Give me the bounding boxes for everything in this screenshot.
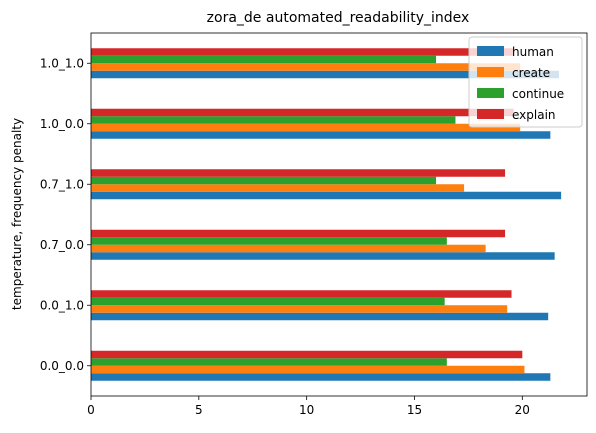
bar-human-0.0_0.0	[91, 373, 551, 381]
y-tick-label: 0.7_1.0	[40, 177, 84, 191]
y-tick-label: 0.0_1.0	[40, 298, 84, 312]
bar-explain-1.0_1.0	[91, 48, 514, 56]
ticks-layer: 0.0_0.0 0.0_1.0 0.7_0.0 0.7_1.0 1.0_0.0 1.0_1…	[40, 56, 530, 417]
legend-swatch-continue	[477, 88, 504, 98]
bar-human-0.0_1.0	[91, 312, 549, 321]
legend-label-continue: continue	[512, 87, 564, 101]
legend-label-explain: explain	[512, 108, 556, 122]
y-axis-label: temperature, frequency penalty	[10, 118, 24, 310]
bar-continue-1.0_0.0	[91, 116, 456, 124]
bar-create-0.7_1.0	[91, 184, 465, 192]
x-tick-label: 20	[515, 403, 530, 417]
bar-human-0.7_1.0	[91, 191, 562, 200]
bar-create-0.0_1.0	[91, 305, 508, 313]
bar-explain-0.7_1.0	[91, 169, 506, 177]
bar-human-1.0_1.0	[91, 70, 559, 79]
y-tick-label: 1.0_1.0	[40, 56, 84, 70]
x-tick-label: 10	[299, 403, 314, 417]
bar-continue-0.7_1.0	[91, 176, 437, 185]
y-tick-label: 0.7_0.0	[40, 238, 84, 252]
chart-title: zora_de automated_readability_index	[207, 10, 470, 26]
legend-frame	[468, 36, 583, 128]
bar-explain-0.0_1.0	[91, 290, 512, 298]
bar-explain-0.0_0.0	[91, 350, 523, 359]
bar-create-1.0_1.0	[91, 63, 521, 71]
y-tick-label: 0.0_0.0	[40, 359, 84, 373]
y-tick-label: 1.0_0.0	[40, 117, 84, 131]
bar-human-0.7_0.0	[91, 252, 555, 260]
legend: human create continue explain	[468, 36, 583, 128]
legend-swatch-create	[477, 67, 504, 77]
bar-create-1.0_0.0	[91, 123, 521, 132]
bar-human-1.0_0.0	[91, 131, 551, 139]
bars-layer	[91, 48, 562, 381]
plot-frame	[90, 32, 588, 397]
bar-explain-0.7_0.0	[91, 229, 506, 238]
legend-swatch-explain	[477, 109, 504, 119]
bar-continue-1.0_1.0	[91, 55, 437, 64]
legend-swatch-human	[477, 46, 504, 56]
bar-continue-0.0_1.0	[91, 297, 445, 306]
bar-create-0.0_0.0	[91, 365, 525, 374]
bar-continue-0.0_0.0	[91, 358, 447, 366]
x-tick-label: 0	[87, 403, 95, 417]
bar-create-0.7_0.0	[91, 244, 486, 253]
x-tick-label: 5	[195, 403, 203, 417]
bar-explain-1.0_0.0	[91, 108, 514, 117]
legend-label-human: human	[512, 45, 554, 59]
bar-continue-0.7_0.0	[91, 237, 447, 245]
x-tick-label: 15	[407, 403, 422, 417]
legend-label-create: create	[512, 66, 550, 80]
